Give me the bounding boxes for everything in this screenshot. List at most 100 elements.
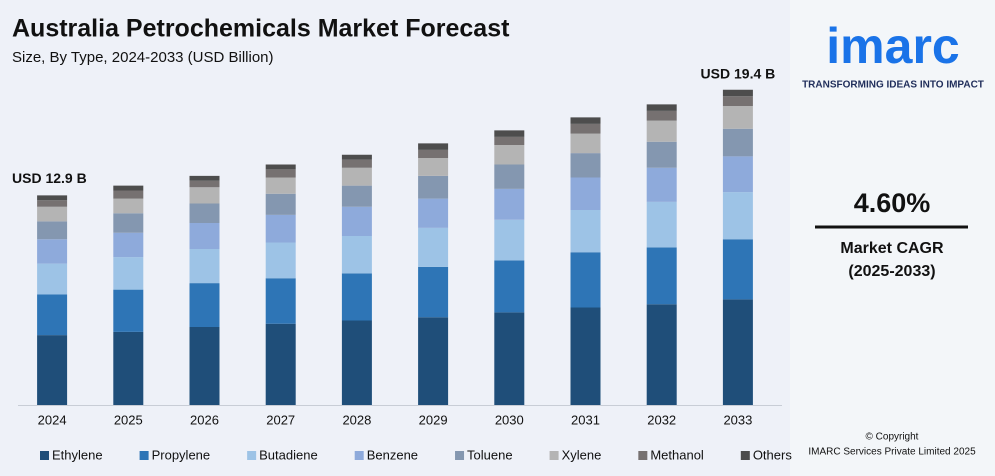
- bar-segment: [113, 213, 144, 233]
- bar-segment: [113, 198, 144, 214]
- bar-segment: [37, 239, 68, 264]
- bar-segment: [189, 180, 220, 188]
- chart-title: Australia Petrochemicals Market Forecast: [12, 15, 510, 43]
- bar-segment: [722, 106, 753, 129]
- legend-swatch: [638, 451, 648, 460]
- bar-segment: [113, 190, 144, 199]
- bar-segment: [341, 167, 372, 186]
- bar-segment: [265, 323, 296, 405]
- bar-segment: [341, 154, 372, 160]
- annotation: USD 12.9 B: [12, 170, 87, 186]
- bar-segment: [265, 242, 296, 279]
- bar-segment: [341, 185, 372, 207]
- bar-segment: [189, 223, 220, 249]
- bar-segment: [646, 201, 677, 248]
- bar-segment: [570, 153, 601, 178]
- x-tick-label: 2027: [266, 412, 295, 427]
- bar-segment: [646, 120, 677, 142]
- legend-swatch: [549, 451, 559, 460]
- bar-segment: [418, 198, 449, 228]
- bar-segment: [189, 175, 220, 181]
- legend-label: Others: [753, 447, 793, 462]
- x-tick-label: 2033: [723, 412, 752, 427]
- bar-segment: [265, 278, 296, 324]
- bar-segment: [37, 335, 68, 405]
- cagr-label: Market CAGR: [840, 240, 944, 257]
- bar-segment: [341, 206, 372, 236]
- bar-segment: [494, 312, 525, 405]
- x-tick-label: 2029: [419, 412, 448, 427]
- copyright: © Copyright: [866, 432, 919, 443]
- bar-segment: [418, 266, 449, 318]
- bar-segment: [494, 164, 525, 189]
- x-tick-label: 2031: [571, 412, 600, 427]
- bar-segment: [265, 193, 296, 215]
- bar-segment: [722, 192, 753, 240]
- bar-segment: [570, 117, 601, 124]
- bar-segment: [722, 89, 753, 97]
- bar-segment: [646, 247, 677, 305]
- bar-segment: [418, 143, 449, 150]
- bar-segment: [494, 130, 525, 137]
- x-tick-label: 2032: [647, 412, 676, 427]
- cagr-period: (2025-2033): [848, 263, 935, 280]
- bar-segment: [341, 159, 372, 168]
- cagr-value: 4.60%: [854, 188, 931, 218]
- bar-segment: [189, 283, 220, 327]
- bar-segment: [570, 307, 601, 405]
- legend-swatch: [139, 451, 149, 460]
- bar-segment: [418, 158, 449, 176]
- bar-segment: [189, 327, 220, 405]
- bar-segment: [37, 294, 68, 336]
- bar-segment: [722, 239, 753, 300]
- legend-swatch: [455, 451, 465, 460]
- bar-segment: [646, 110, 677, 121]
- legend-label: Propylene: [152, 447, 211, 462]
- bar-segment: [722, 156, 753, 193]
- legend-label: Ethylene: [52, 447, 103, 462]
- legend-swatch: [740, 451, 750, 460]
- bar-segment: [37, 200, 68, 207]
- legend-label: Butadiene: [259, 447, 318, 462]
- x-tick-label: 2028: [342, 412, 371, 427]
- bar-segment: [570, 123, 601, 134]
- legend-label: Methanol: [650, 447, 704, 462]
- bar-segment: [113, 289, 144, 332]
- bar-segment: [646, 167, 677, 202]
- bar-segment: [37, 195, 68, 201]
- bar-segment: [265, 169, 296, 178]
- legend-swatch: [40, 451, 49, 460]
- bar-segment: [341, 273, 372, 321]
- bar-segment: [570, 177, 601, 210]
- bar-segment: [494, 136, 525, 145]
- bar-segment: [722, 96, 753, 106]
- bar-segment: [341, 236, 372, 274]
- bar-segment: [646, 141, 677, 168]
- bar-segment: [418, 317, 449, 405]
- bar-segment: [494, 188, 525, 220]
- company: IMARC Services Private Limited 2025: [808, 447, 976, 458]
- bar-segment: [418, 227, 449, 267]
- bar-segment: [494, 219, 525, 261]
- bar-segment: [189, 203, 220, 223]
- legend-label: Xylene: [562, 447, 602, 462]
- bar-segment: [189, 187, 220, 204]
- legend-swatch: [247, 451, 257, 460]
- bar-segment: [418, 175, 449, 199]
- bar-segment: [113, 232, 144, 258]
- bar-segment: [722, 128, 753, 157]
- bar-segment: [37, 206, 68, 222]
- bar-segment: [37, 263, 68, 295]
- bar-segment: [494, 145, 525, 165]
- bar-segment: [113, 257, 144, 290]
- legend-swatch: [354, 451, 364, 460]
- x-tick-label: 2026: [190, 412, 219, 427]
- logo: imarc: [826, 18, 959, 74]
- legend-label: Toluene: [467, 447, 513, 462]
- bar-segment: [265, 177, 296, 194]
- x-tick-label: 2025: [114, 412, 143, 427]
- bar-segment: [341, 320, 372, 405]
- tagline: TRANSFORMING IDEAS INTO IMPACT: [802, 80, 984, 91]
- bar-segment: [418, 149, 449, 158]
